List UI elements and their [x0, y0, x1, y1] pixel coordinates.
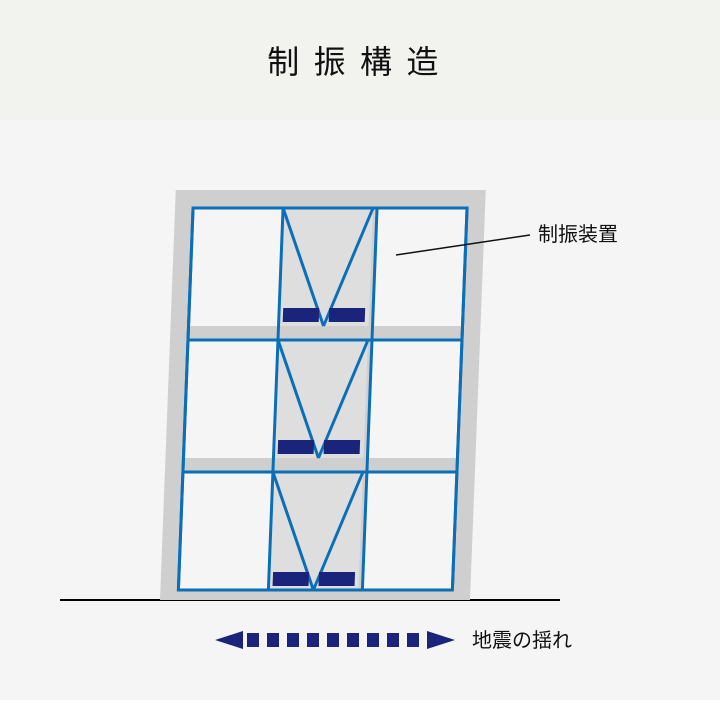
arrow-dash: [287, 633, 299, 647]
arrow-dash: [367, 633, 379, 647]
page-title: 制振構造: [267, 37, 453, 83]
arrow-dash: [327, 633, 339, 647]
arrow-dash: [247, 633, 259, 647]
arrow-dash: [387, 633, 399, 647]
damper-block: [324, 440, 361, 454]
arrow-dash: [347, 633, 359, 647]
arrow-dash: [267, 633, 279, 647]
diagram-svg: 制振装置地震の揺れ: [0, 120, 720, 700]
damper-block: [283, 308, 320, 322]
device-label: 制振装置: [538, 223, 618, 246]
diagram-canvas: 制振装置地震の揺れ: [0, 120, 720, 700]
damper-block: [319, 572, 356, 586]
header: 制振構造: [0, 0, 720, 120]
arrow-dash: [407, 633, 419, 647]
damper-block: [278, 440, 315, 454]
damper-block: [273, 572, 310, 586]
arrow-dash: [307, 633, 319, 647]
shaking-label: 地震の揺れ: [472, 629, 572, 652]
building-group: [160, 190, 486, 600]
damper-block: [329, 308, 366, 322]
